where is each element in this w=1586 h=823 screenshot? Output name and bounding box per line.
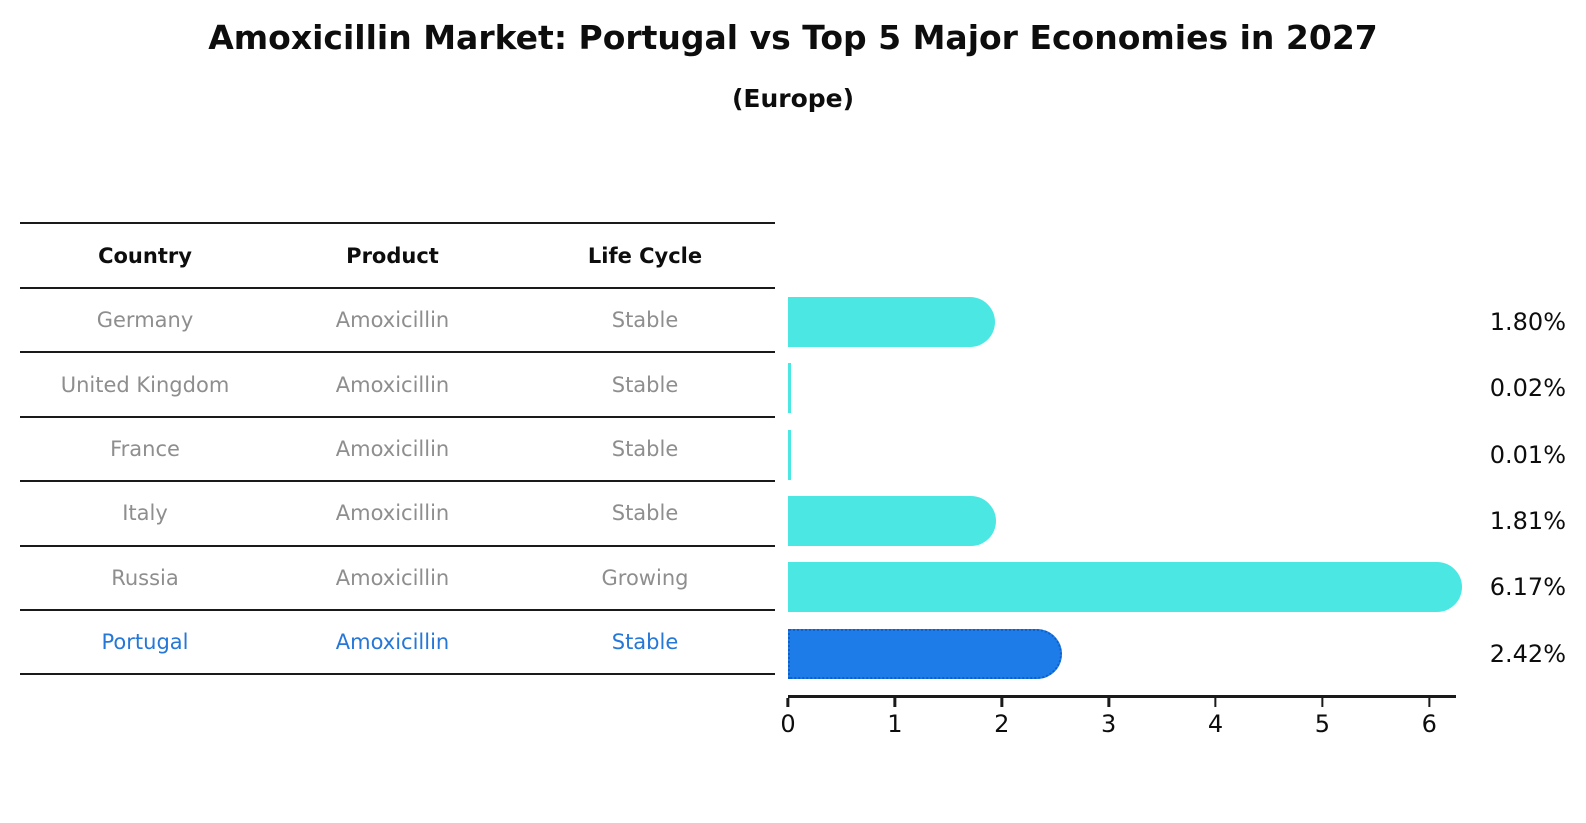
bar-row [788,289,1488,355]
tick-label: 1 [887,709,903,738]
table-row: United Kingdom Amoxicillin Stable [20,353,775,418]
tick-mark [893,697,897,707]
table-row: France Amoxicillin Stable [20,418,775,483]
cell-country: Portugal [101,630,189,655]
bar-row [788,554,1488,620]
x-axis-tick: 3 [1100,697,1117,738]
bar-value-label: 6.17% [1489,573,1566,602]
cell-life-cycle: Stable [611,308,679,333]
cell-country: United Kingdom [60,372,230,397]
cell-life-cycle: Stable [611,630,679,655]
table-row: Russia Amoxicillin Growing [20,547,775,611]
bar-value-label: 2.42% [1489,639,1566,668]
x-axis: 0 1 2 3 4 5 6 [780,695,1456,745]
tick-mark [1107,697,1110,707]
table-row-highlighted: Portugal Amoxicillin Stable [20,611,775,676]
cell-country: Italy [122,501,168,526]
x-axis-tick: 0 [780,697,796,738]
x-axis-tick: 4 [1207,697,1224,738]
tick-mark [786,697,790,707]
bar-row [788,422,1488,488]
table-header-row: Country Product Life Cycle [20,224,775,289]
x-axis-line [788,695,1456,698]
tick-label: 6 [1421,709,1437,738]
bar-france [788,429,791,480]
tick-label: 0 [780,709,796,738]
cell-life-cycle: Growing [601,565,689,590]
cell-product: Amoxicillin [335,501,450,526]
bar-portugal [788,628,1062,679]
x-axis-tick: 2 [994,697,1010,738]
cell-life-cycle: Stable [611,372,679,397]
tick-label: 5 [1314,709,1331,738]
cell-product: Amoxicillin [335,630,450,655]
tick-mark [1000,697,1003,707]
cell-product: Amoxicillin [335,436,450,461]
bar-united-kingdom [788,363,791,414]
tick-label: 3 [1100,709,1117,738]
column-header-life-cycle: Life Cycle [587,243,703,268]
tick-mark [1214,697,1217,707]
cell-country: France [110,436,180,461]
tick-label: 2 [994,709,1010,738]
table-row: Germany Amoxicillin Stable [20,289,775,354]
bar-row [788,621,1488,687]
bar-value-label: 0.01% [1489,440,1566,469]
bar-row [788,355,1488,421]
tick-mark [1428,697,1431,707]
bar-value-label: 0.02% [1489,374,1566,403]
x-axis-tick: 5 [1314,697,1331,738]
column-header-product: Product [346,243,439,268]
cell-country: Russia [111,565,179,590]
cell-product: Amoxicillin [335,565,450,590]
bar-russia [788,562,1463,613]
cell-country: Germany [96,308,194,333]
bar-value-label: 1.80% [1489,308,1566,337]
cell-life-cycle: Stable [611,436,679,461]
x-axis-tick: 1 [887,697,903,738]
bar-row [788,488,1488,554]
chart-title: Amoxicillin Market: Portugal vs Top 5 Ma… [208,18,1378,57]
bar-italy [788,496,997,547]
column-header-country: Country [98,243,192,268]
bar-germany [788,297,996,348]
tick-mark [1321,697,1324,707]
value-label-column: 1.80% 0.02% 0.01% 1.81% 6.17% 2.42% [1458,289,1566,687]
bar-chart-plot-area [788,289,1488,687]
chart-subtitle: (Europe) [731,84,855,113]
country-table: Country Product Life Cycle Germany Amoxi… [20,222,775,676]
x-axis-tick: 6 [1421,697,1437,738]
bar-value-label: 1.81% [1489,507,1566,536]
cell-life-cycle: Stable [611,501,679,526]
tick-label: 4 [1207,709,1224,738]
cell-product: Amoxicillin [335,308,450,333]
table-row: Italy Amoxicillin Stable [20,482,775,547]
cell-product: Amoxicillin [335,372,450,397]
